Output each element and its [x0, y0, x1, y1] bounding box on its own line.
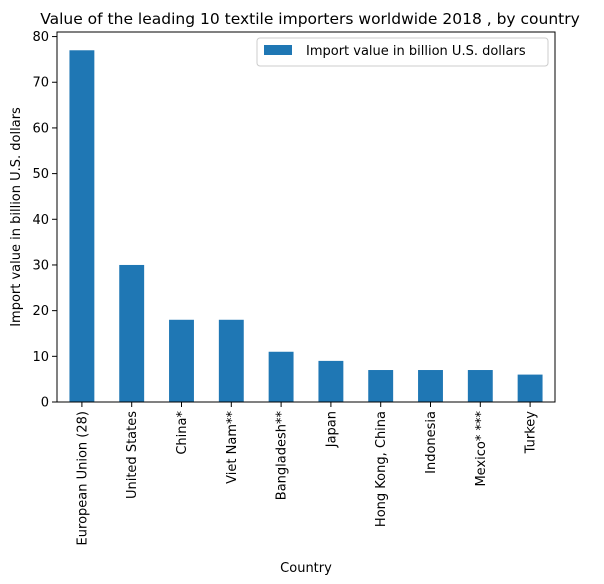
bar — [119, 264, 145, 402]
x-tick-label: Indonesia — [424, 411, 439, 474]
bar — [318, 360, 344, 402]
x-tick-label: Viet Nam** — [225, 411, 240, 484]
y-axis-title: Import value in billion U.S. dollars — [9, 107, 24, 327]
x-tick-label: Japan — [324, 411, 339, 448]
legend-box — [256, 37, 549, 67]
y-tick-label: 60 — [32, 121, 49, 136]
bar — [69, 50, 95, 402]
y-tick-label: 50 — [32, 167, 49, 182]
x-tick-label: China* — [175, 411, 190, 455]
bar — [517, 374, 543, 402]
x-tick-label: Bangladesh** — [275, 411, 290, 501]
chart-title: Value of the leading 10 textile importer… — [40, 10, 580, 28]
y-tick-label: 40 — [32, 213, 49, 228]
bars-group — [69, 50, 543, 402]
x-tick-label: United States — [125, 411, 140, 499]
bar — [268, 351, 294, 402]
x-tick-label: Turkey — [524, 411, 539, 455]
bar — [218, 319, 244, 402]
x-tick-label: European Union (28) — [75, 411, 90, 545]
legend-swatch — [264, 45, 292, 55]
y-tick-label: 30 — [32, 258, 49, 273]
y-tick-label: 70 — [32, 76, 49, 91]
legend: Import value in billion U.S. dollars — [256, 37, 549, 67]
legend-label: Import value in billion U.S. dollars — [306, 44, 526, 59]
x-tick-label: Hong Kong, China — [374, 411, 389, 527]
bar — [418, 370, 443, 402]
plot-frame — [56, 31, 556, 403]
y-axis: 0 10 20 30 40 50 60 70 80 — [32, 30, 57, 411]
x-axis-title: Country — [280, 561, 332, 576]
bar — [467, 370, 493, 402]
x-tick-label: Mexico* *** — [474, 411, 489, 487]
x-axis: European Union (28) United States China* Vi… — [75, 402, 539, 545]
y-tick-label: 10 — [32, 350, 49, 365]
y-tick-label: 20 — [32, 304, 49, 319]
y-tick-label: 80 — [32, 30, 49, 45]
y-tick-label: 0 — [41, 396, 49, 411]
bar — [368, 370, 394, 402]
bar — [169, 319, 194, 402]
